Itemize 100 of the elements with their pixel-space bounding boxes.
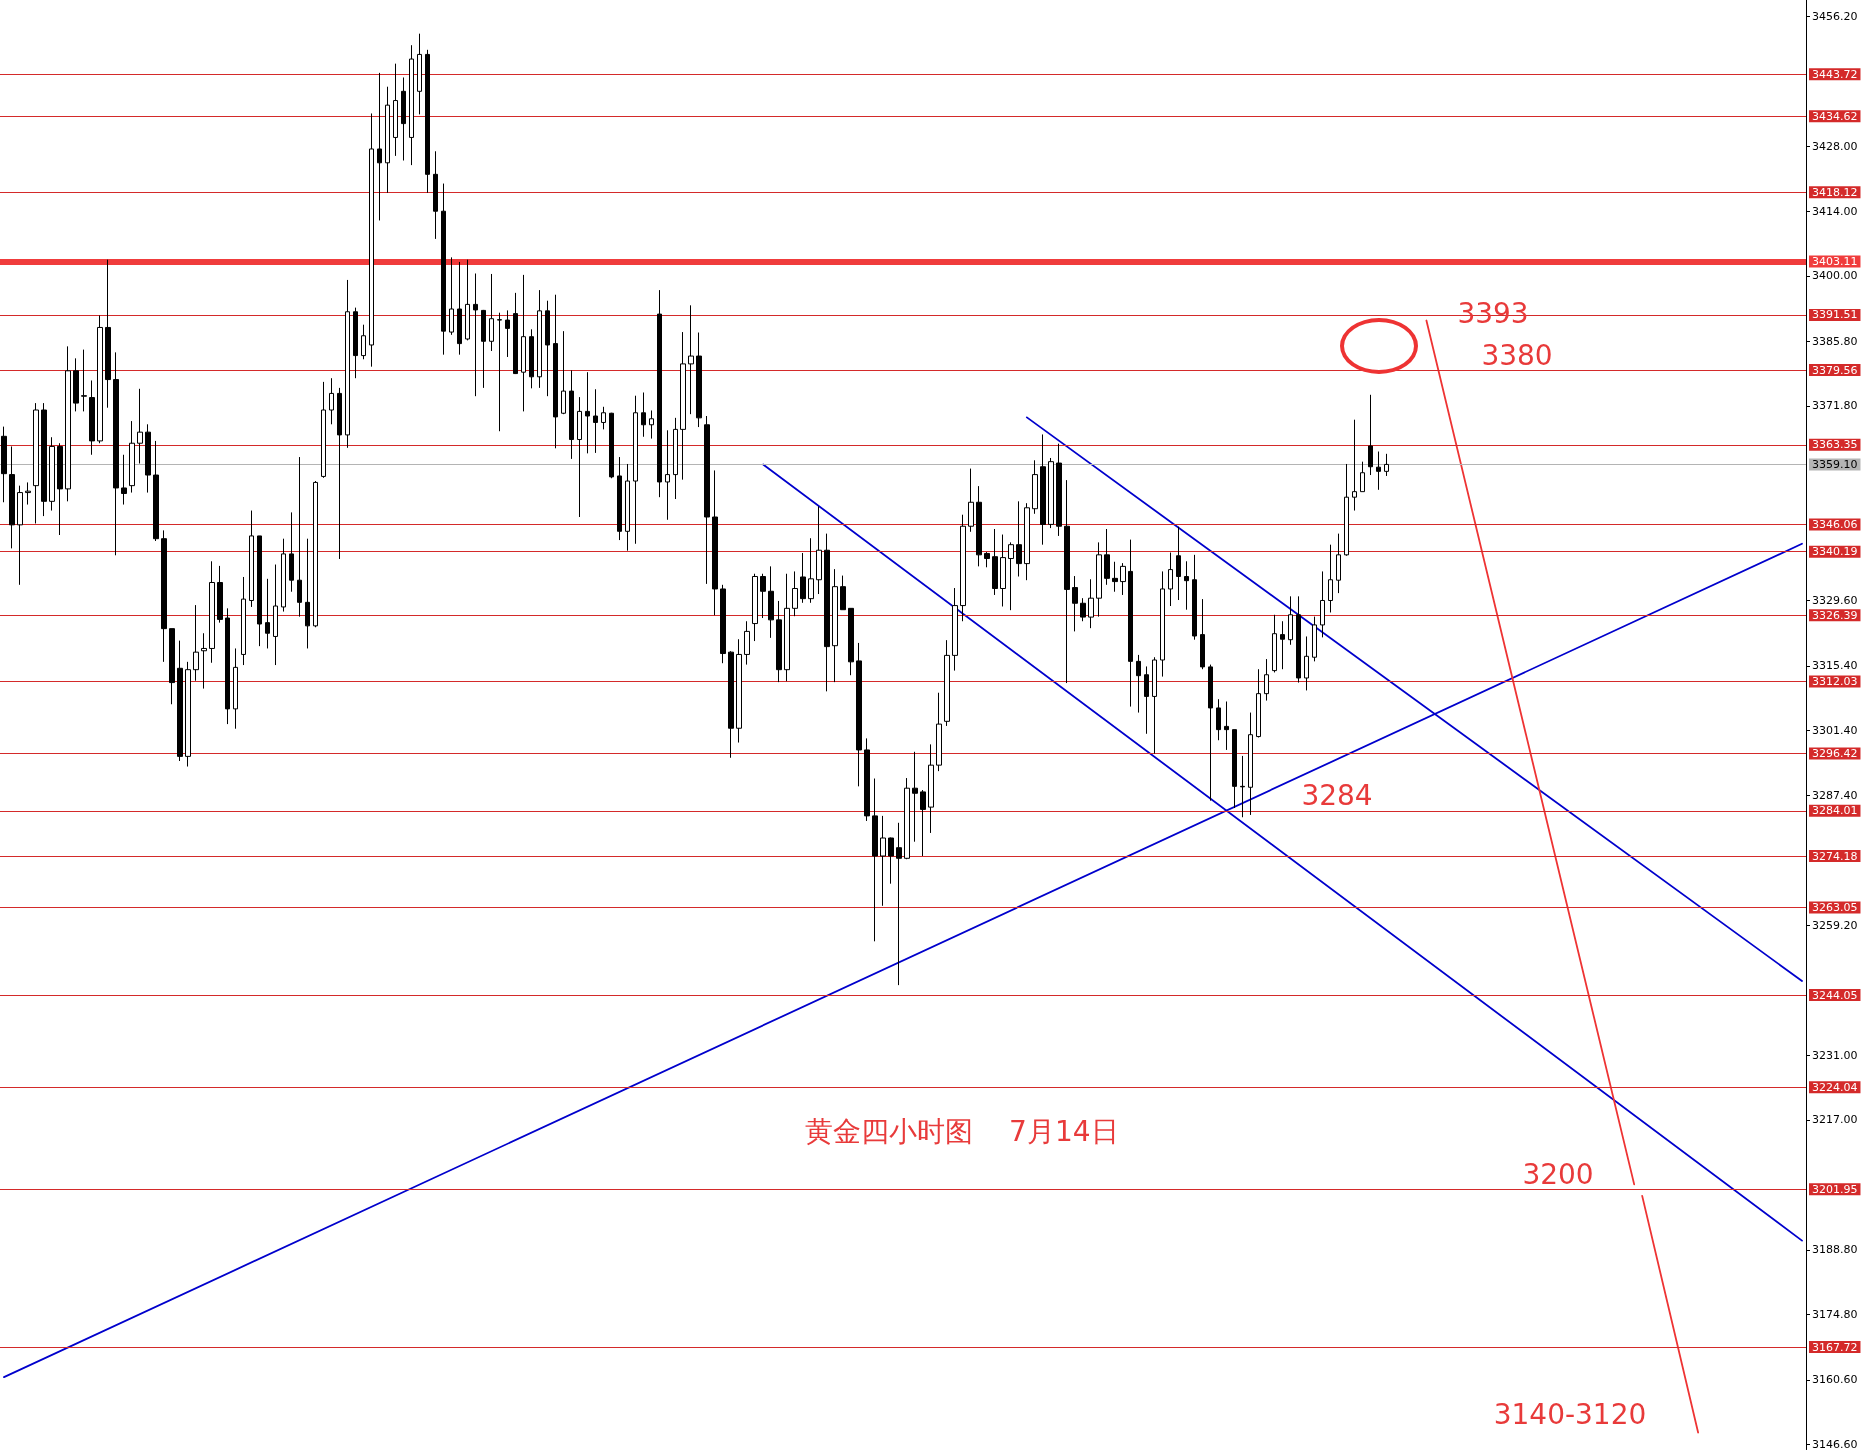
candlestick bbox=[1032, 459, 1038, 515]
candlestick bbox=[784, 573, 790, 682]
candlestick bbox=[920, 789, 926, 857]
candlestick bbox=[121, 454, 127, 506]
y-tick-label: 3301.40 bbox=[1812, 724, 1858, 738]
candlestick bbox=[944, 639, 950, 727]
candlestick bbox=[1224, 701, 1229, 751]
ref-line-label: 3359.10 bbox=[1812, 457, 1858, 471]
annotation: 3200 bbox=[1522, 1157, 1594, 1191]
candlestick bbox=[848, 607, 854, 676]
candlestick bbox=[169, 628, 175, 705]
candlestick bbox=[273, 564, 278, 666]
ref-line-label: 3224.04 bbox=[1812, 1080, 1858, 1094]
ref-line-label: 3201.95 bbox=[1812, 1182, 1858, 1196]
candlestick bbox=[1048, 457, 1054, 529]
candlestick bbox=[1216, 698, 1221, 741]
candlestick bbox=[808, 537, 814, 604]
candlestick bbox=[633, 395, 638, 545]
candlestick bbox=[241, 576, 246, 666]
candlestick bbox=[665, 429, 670, 521]
candlestick bbox=[1288, 595, 1293, 646]
candlestick bbox=[1248, 712, 1253, 816]
candlestick bbox=[864, 737, 870, 822]
candlestick bbox=[968, 468, 974, 533]
candlestick bbox=[529, 328, 534, 389]
y-tick-label: 3287.40 bbox=[1812, 788, 1858, 802]
candlestick bbox=[896, 822, 902, 986]
candlestick bbox=[728, 650, 734, 759]
candlestick bbox=[433, 150, 438, 240]
candlestick bbox=[577, 396, 582, 518]
candlestick bbox=[1072, 575, 1078, 632]
y-tick-label: 3188.80 bbox=[1812, 1243, 1858, 1257]
candlestick bbox=[1240, 755, 1245, 818]
candlestick bbox=[1200, 598, 1205, 670]
annotation: 3284 bbox=[1301, 778, 1373, 812]
candlestick bbox=[585, 371, 590, 454]
ref-line-label: 3296.42 bbox=[1812, 747, 1858, 761]
candlestick bbox=[65, 345, 71, 502]
candlestick bbox=[97, 314, 103, 444]
candlestick bbox=[1360, 461, 1365, 493]
candlestick bbox=[353, 307, 358, 379]
candlestick bbox=[888, 837, 894, 885]
candlestick bbox=[704, 415, 710, 585]
candlestick bbox=[840, 575, 846, 611]
candlestick bbox=[385, 86, 390, 194]
candlestick bbox=[89, 380, 95, 456]
candlestick bbox=[361, 324, 366, 360]
candlestick bbox=[145, 423, 151, 494]
candlestick bbox=[345, 279, 350, 449]
y-tick-label: 3259.20 bbox=[1812, 918, 1858, 932]
y-tick-label: 3456.20 bbox=[1812, 10, 1858, 24]
candlestick bbox=[217, 565, 223, 624]
candlestick bbox=[513, 292, 518, 375]
candlestick bbox=[625, 463, 630, 552]
candlestick bbox=[601, 406, 606, 430]
candlestick bbox=[1304, 635, 1309, 691]
candlestick bbox=[1, 426, 7, 503]
candlestick bbox=[1272, 614, 1277, 673]
candlestick bbox=[25, 481, 31, 506]
ref-line-label: 3284.01 bbox=[1812, 804, 1858, 818]
candlestick bbox=[760, 573, 766, 619]
candlestick bbox=[1008, 541, 1014, 611]
annotation: 3380 bbox=[1481, 338, 1553, 372]
candlestick bbox=[137, 388, 143, 465]
ref-line-label: 3418.12 bbox=[1812, 185, 1858, 199]
candlestick bbox=[209, 560, 215, 664]
candlestick bbox=[912, 751, 918, 843]
candlestick bbox=[473, 273, 478, 397]
candlestick bbox=[1376, 451, 1381, 491]
candlestick bbox=[872, 778, 878, 942]
candlestick bbox=[17, 485, 23, 586]
candlestick bbox=[736, 638, 742, 744]
candlestick bbox=[401, 76, 406, 161]
candlestick bbox=[305, 538, 310, 649]
candlestick bbox=[225, 607, 230, 725]
candlestick bbox=[337, 387, 342, 560]
candlestick bbox=[233, 647, 238, 730]
candlestick bbox=[545, 300, 550, 397]
y-tick-label: 3160.60 bbox=[1812, 1373, 1858, 1387]
candlestick bbox=[904, 777, 910, 860]
ref-line-label: 3434.62 bbox=[1812, 109, 1858, 123]
ref-line-label: 3326.39 bbox=[1812, 608, 1858, 622]
ref-line-label: 3363.35 bbox=[1812, 438, 1858, 452]
candlestick bbox=[1088, 578, 1094, 629]
candlestick bbox=[161, 529, 167, 663]
ref-line-label: 3244.05 bbox=[1812, 988, 1858, 1002]
candlestick bbox=[1352, 419, 1357, 512]
candlestick bbox=[1192, 554, 1197, 641]
candlestick bbox=[856, 642, 862, 787]
ref-line-label: 3340.19 bbox=[1812, 545, 1858, 559]
annotation: 3140-3120 bbox=[1493, 1397, 1647, 1431]
candlestick bbox=[153, 440, 159, 542]
candlestick bbox=[177, 640, 183, 762]
candlestick bbox=[1152, 656, 1157, 755]
candlestick bbox=[1176, 526, 1181, 601]
candlestick bbox=[33, 402, 39, 524]
candlestick bbox=[609, 412, 614, 479]
candlestick bbox=[1128, 539, 1133, 708]
candlestick bbox=[497, 312, 502, 432]
candlestick bbox=[313, 480, 318, 628]
